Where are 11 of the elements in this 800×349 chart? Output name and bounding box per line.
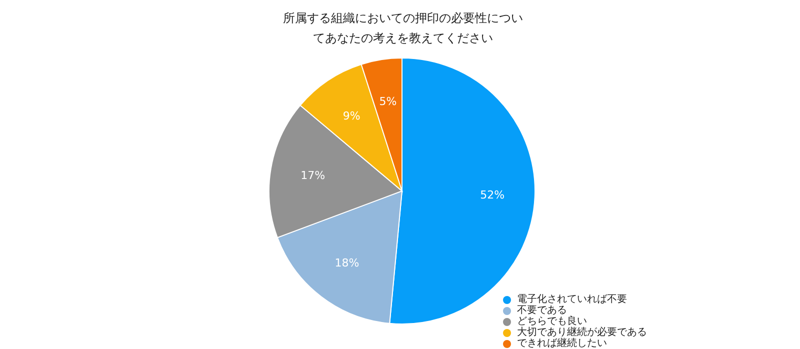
legend-label: 大切であり継続が必要である (517, 327, 647, 338)
legend-label: 不要である (517, 305, 567, 316)
data-label: 17% (300, 169, 326, 182)
data-label: 52% (480, 188, 505, 202)
data-label: 9% (342, 109, 360, 122)
data-label: 5% (379, 95, 397, 108)
legend-label: できれば継続したい (517, 338, 607, 349)
data-label: 18% (334, 256, 360, 270)
legend-label: どちらでも良い (517, 316, 587, 327)
legend-label: 電子化されていれば不要 (517, 294, 627, 305)
chart-title: 所属する組織においての押印の必要性についてあなたの考えを教えてください (282, 10, 524, 47)
